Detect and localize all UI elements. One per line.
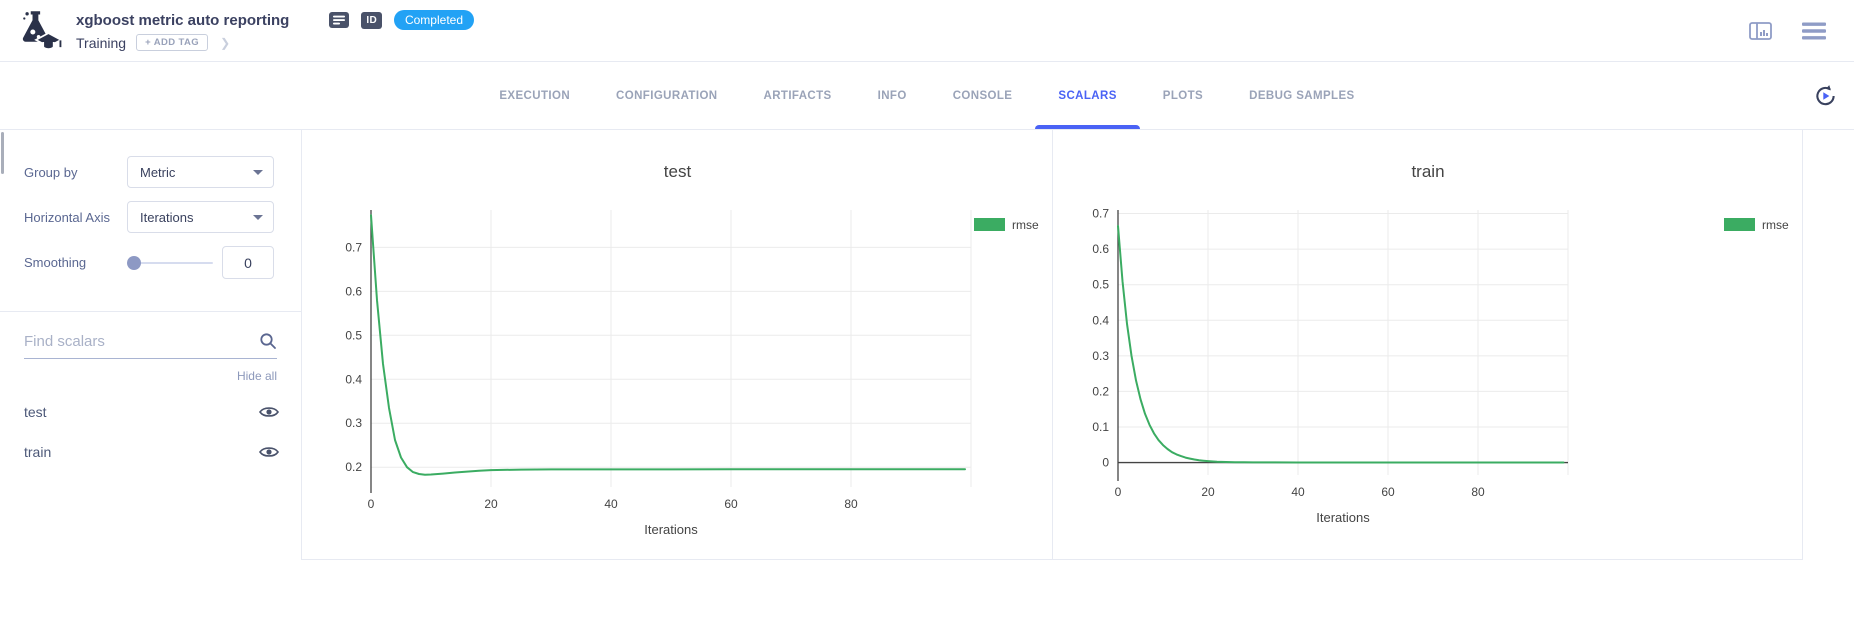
scalars-page: Group by Metric Horizontal Axis Iteratio… (0, 130, 1854, 627)
group-by-label: Group by (24, 164, 78, 180)
experiment-subtitle: Training (76, 34, 127, 51)
search-icon (260, 333, 276, 349)
chevron-down-icon (253, 169, 263, 175)
add-tag-button[interactable]: + ADD TAG (136, 34, 209, 51)
svg-text:0.6: 0.6 (345, 284, 362, 298)
tag-chevron-icon: ❯ (220, 35, 231, 50)
svg-text:0.5: 0.5 (1092, 278, 1109, 292)
add-tag-label: + ADD TAG (145, 37, 200, 48)
svg-text:0.2: 0.2 (345, 460, 362, 474)
svg-text:0.1: 0.1 (1092, 420, 1109, 434)
svg-text:0.3: 0.3 (1092, 349, 1109, 363)
svg-text:Iterations: Iterations (1316, 510, 1370, 525)
experiment-title-block: xgboost metric auto reporting ID Complet… (76, 10, 474, 51)
svg-text:Iterations: Iterations (644, 522, 698, 537)
svg-text:0.7: 0.7 (1092, 207, 1109, 221)
charts-area: 0.2 0.3 0.4 0.5 0.6 0.7 0 20 40 60 80 test Iteration… (302, 130, 1803, 560)
auto-refresh-icon (1816, 84, 1835, 105)
slider-track[interactable] (127, 261, 213, 264)
tab-configuration[interactable]: CONFIGURATION (616, 89, 718, 102)
eye-icon (259, 446, 279, 457)
tab-console[interactable]: CONSOLE (952, 89, 1013, 102)
svg-text:0.4: 0.4 (345, 372, 362, 386)
scalars-sidebar: Group by Metric Horizontal Axis Iteratio… (0, 130, 302, 560)
find-scalars-input[interactable] (24, 332, 259, 350)
details-panel-icon (1749, 21, 1772, 40)
sidebar-scrollbar[interactable] (1, 132, 4, 174)
smoothing-label: Smoothing (24, 255, 87, 270)
horizontal-axis-value: Iterations (140, 209, 194, 225)
svg-text:0.7: 0.7 (345, 240, 362, 254)
status-badge: Completed (393, 10, 474, 30)
tab-info[interactable]: INFO (877, 89, 907, 102)
slider-thumb[interactable] (127, 255, 141, 270)
metric-name: test (24, 403, 47, 420)
chevron-down-icon (253, 214, 263, 220)
metric-row-test: test (24, 400, 279, 423)
scalar-chart-test[interactable]: 0.2 0.3 0.4 0.5 0.6 0.7 0 20 40 60 80 test Iteration… (302, 130, 1053, 560)
menu-button[interactable] (1802, 22, 1826, 40)
svg-text:60: 60 (1381, 485, 1395, 499)
svg-text:rmse: rmse (1012, 218, 1039, 232)
svg-text:test: test (664, 162, 692, 181)
svg-text:train: train (1411, 162, 1444, 181)
svg-text:0.5: 0.5 (345, 328, 362, 342)
tab-debug-samples[interactable]: DEBUG SAMPLES (1249, 89, 1355, 102)
svg-text:80: 80 (844, 497, 858, 511)
horizontal-axis-select[interactable]: Iterations (127, 201, 274, 233)
svg-text:80: 80 (1471, 485, 1485, 499)
svg-text:40: 40 (1291, 485, 1305, 499)
description-button[interactable] (329, 12, 350, 28)
tab-scalars[interactable]: SCALARS (1035, 62, 1141, 129)
sidebar-divider (0, 311, 301, 312)
tab-artifacts[interactable]: ARTIFACTS (763, 89, 832, 102)
smoothing-value-input[interactable] (222, 246, 274, 279)
svg-text:20: 20 (1201, 485, 1215, 499)
scalar-chart-train[interactable]: 0 0.1 0.2 0.3 0.4 0.5 0.6 0.7 0 20 40 60 80 train Iter… (1053, 130, 1803, 560)
smoothing-slider[interactable] (127, 255, 213, 270)
svg-text:0.6: 0.6 (1092, 242, 1109, 256)
group-by-select[interactable]: Metric (127, 156, 274, 188)
group-by-value: Metric (140, 164, 176, 180)
svg-text:0: 0 (1102, 456, 1109, 470)
tab-bar: EXECUTION CONFIGURATION ARTIFACTS INFO C… (0, 62, 1854, 130)
eye-icon (259, 406, 279, 417)
metric-name: train (24, 443, 52, 460)
svg-text:0: 0 (368, 497, 375, 511)
toggle-visibility-button[interactable] (259, 445, 279, 459)
svg-text:rmse: rmse (1762, 218, 1789, 232)
experiment-logo-icon (22, 10, 62, 50)
svg-text:0: 0 (1115, 485, 1122, 499)
metric-row-train: train (24, 440, 279, 463)
details-panel-button[interactable] (1749, 21, 1772, 41)
svg-text:40: 40 (604, 497, 618, 511)
app-header: xgboost metric auto reporting ID Complet… (0, 0, 1854, 62)
svg-text:0.4: 0.4 (1092, 313, 1109, 327)
horizontal-axis-label: Horizontal Axis (24, 209, 110, 225)
svg-text:0.3: 0.3 (345, 416, 362, 430)
menu-icon (1802, 22, 1826, 39)
toggle-visibility-button[interactable] (259, 405, 279, 419)
svg-text:0.2: 0.2 (1092, 384, 1109, 398)
id-badge[interactable]: ID (361, 11, 382, 29)
tab-execution[interactable]: EXECUTION (499, 89, 571, 102)
svg-text:20: 20 (484, 497, 498, 511)
description-icon (329, 12, 350, 28)
auto-refresh-button[interactable] (1813, 83, 1838, 108)
find-scalars-field (24, 332, 277, 359)
tab-plots[interactable]: PLOTS (1162, 89, 1204, 102)
hide-all-link[interactable]: Hide all (236, 369, 277, 383)
experiment-title: xgboost metric auto reporting (76, 11, 290, 29)
svg-text:60: 60 (724, 497, 738, 511)
